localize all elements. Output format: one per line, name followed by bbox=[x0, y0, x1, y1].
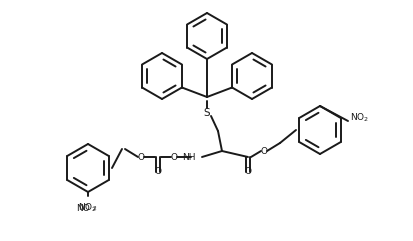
Text: NO$_2$: NO$_2$ bbox=[349, 112, 368, 124]
Text: O: O bbox=[170, 153, 177, 161]
Text: O: O bbox=[244, 167, 251, 176]
Text: NH: NH bbox=[182, 153, 195, 161]
Text: $_2$: $_2$ bbox=[92, 204, 97, 213]
Text: O: O bbox=[154, 167, 161, 176]
Text: NO$_2$: NO$_2$ bbox=[78, 202, 97, 214]
Text: O: O bbox=[137, 153, 144, 161]
Text: NO: NO bbox=[76, 204, 90, 213]
Text: S: S bbox=[203, 108, 210, 118]
Text: O: O bbox=[260, 147, 267, 155]
